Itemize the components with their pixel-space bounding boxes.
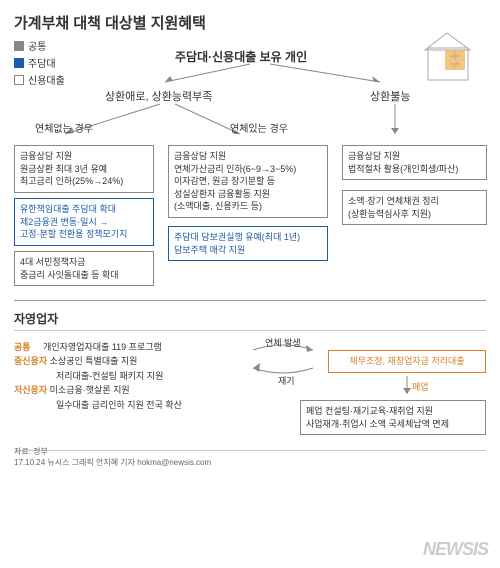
box-a1-l2: 원금상환 최대 3년 유예 bbox=[20, 163, 148, 176]
tag-common: 공통 bbox=[14, 342, 31, 352]
arrow-top bbox=[110, 62, 400, 90]
row-mid-t2: 저리대출-컨설팅 패키지 지원 bbox=[56, 371, 163, 381]
box-a3-l2: 중금리 사잇돌대출 등 확대 bbox=[20, 269, 148, 282]
self-emp-title: 자영업자 bbox=[14, 310, 58, 327]
box-c1-l1: 금융상담 지원 bbox=[348, 150, 481, 163]
box-c2-l2: (상환능력심사후 지원) bbox=[348, 208, 481, 221]
watermark: NEWSIS bbox=[423, 539, 488, 560]
case-no-overdue: 연체없는 경우 bbox=[35, 120, 93, 135]
box-a1-l1: 금융상담 지원 bbox=[20, 150, 148, 163]
legend-label-credit: 신용대출 bbox=[28, 72, 65, 87]
footer-credit: 17.10.24 뉴시스 그래픽 안지혜 기자 hokma@newsis.com bbox=[14, 457, 211, 468]
box-a1: 금융상담 지원 원금상환 최대 3년 유예 최고금리 인하(25%→24%) bbox=[14, 145, 154, 193]
box-b1-l4: 성실상환자 금융활동 지원 bbox=[174, 188, 322, 201]
legend-credit: 신용대출 bbox=[14, 72, 65, 87]
close-l2: 사업재개·취업시 소액 국세체납액 면제 bbox=[306, 418, 480, 431]
legend-mortgage: 주담대 bbox=[14, 55, 65, 70]
label-resume: 재기 bbox=[278, 374, 295, 387]
box-b2: 주담대 담보권실행 유예(최대 1년) 담보주택 매각 지원 bbox=[168, 226, 328, 261]
box-c1-l2: 법적절차 활용(개인회생/파산) bbox=[348, 163, 481, 176]
self-emp-rows: 공통 개인자영업자대출 119 프로그램 중신용자 소상공인 특별대출 지원 저… bbox=[14, 340, 244, 412]
legend: 공통 주담대 신용대출 bbox=[14, 38, 65, 89]
close-l1: 폐업 컨설팅·재기교육·재취업 지원 bbox=[306, 405, 480, 418]
box-c2-l1: 소액·장기 연체채권 정리 bbox=[348, 195, 481, 208]
row-low: 저신용자 미소금융·햇살론 지원 bbox=[14, 383, 244, 397]
label-close: 폐업 bbox=[412, 380, 429, 393]
row-common-text: 개인자영업자대출 119 프로그램 bbox=[43, 342, 162, 352]
box-b2-l1: 주담대 담보권실행 유예(최대 1년) bbox=[174, 231, 322, 244]
close-box: 폐업 컨설팅·재기교육·재취업 지원 사업재개·취업시 소액 국세체납액 면제 bbox=[300, 400, 486, 435]
box-c1: 금융상담 지원 법적절차 활용(개인회생/파산) bbox=[342, 145, 487, 180]
row-low2: 일수대출 금리인하 지원 전국 확산 bbox=[14, 398, 244, 412]
box-a3-l1: 4대 서민정책자금 bbox=[20, 256, 148, 269]
legend-label-mortgage: 주담대 bbox=[28, 55, 56, 70]
house-icon bbox=[420, 28, 475, 83]
box-b2-l2: 담보주택 매각 지원 bbox=[174, 244, 322, 257]
row-mid2: 저리대출-컨설팅 패키지 지원 bbox=[14, 369, 244, 383]
tag-low: 저신용자 bbox=[14, 385, 47, 395]
row-common: 공통 개인자영업자대출 119 프로그램 bbox=[14, 340, 244, 354]
legend-label-common: 공통 bbox=[28, 38, 46, 53]
divider-2 bbox=[14, 330, 486, 331]
box-b1: 금융상담 지원 연체가산금리 인하(6~9→3~5%) 이자감면, 원금 장기분… bbox=[168, 145, 328, 218]
box-b1-l3: 이자감면, 원금 장기분할 등 bbox=[174, 175, 322, 188]
box-a3: 4대 서민정책자금 중금리 사잇돌대출 등 확대 bbox=[14, 251, 154, 286]
divider-1 bbox=[14, 300, 486, 301]
legend-box-common bbox=[14, 41, 24, 51]
right-box: 채무조정, 재창업자금 저리대출 bbox=[328, 350, 486, 373]
row-low-t2: 일수대출 금리인하 지원 전국 확산 bbox=[56, 400, 182, 410]
tag-mid: 중신용자 bbox=[14, 356, 47, 366]
legend-common: 공통 bbox=[14, 38, 65, 53]
box-b1-l2: 연체가산금리 인하(6~9→3~5%) bbox=[174, 163, 322, 176]
case-overdue: 연체있는 경우 bbox=[230, 120, 288, 135]
footer-src: 자료: 정부 bbox=[14, 446, 211, 457]
row-low-t1: 미소금융·햇살론 지원 bbox=[50, 385, 130, 395]
label-occur: 연체 발생 bbox=[265, 336, 301, 349]
box-a1-l3: 최고금리 인하(25%→24%) bbox=[20, 175, 148, 188]
row-mid-t1: 소상공인 특별대출 지원 bbox=[50, 356, 138, 366]
row-mid: 중신용자 소상공인 특별대출 지원 bbox=[14, 354, 244, 368]
box-a2-l2: 제2금융권 변동·일시 → bbox=[20, 216, 148, 229]
box-a2-l3: 고정·분할 전환용 정책모기지 bbox=[20, 228, 148, 241]
footer: 자료: 정부 17.10.24 뉴시스 그래픽 안지혜 기자 hokma@new… bbox=[14, 446, 211, 468]
box-a2: 유한책임대출 주담대 확대 제2금융권 변동·일시 → 고정·분할 전환용 정책… bbox=[14, 198, 154, 246]
box-b1-l5: (소액대출, 신용카드 등) bbox=[174, 200, 322, 213]
legend-box-credit bbox=[14, 75, 24, 85]
box-b1-l1: 금융상담 지원 bbox=[174, 150, 322, 163]
box-c2: 소액·장기 연체채권 정리 (상환능력심사후 지원) bbox=[342, 190, 487, 225]
box-a2-l1: 유한책임대출 주담대 확대 bbox=[20, 203, 148, 216]
legend-box-mortgage bbox=[14, 58, 24, 68]
